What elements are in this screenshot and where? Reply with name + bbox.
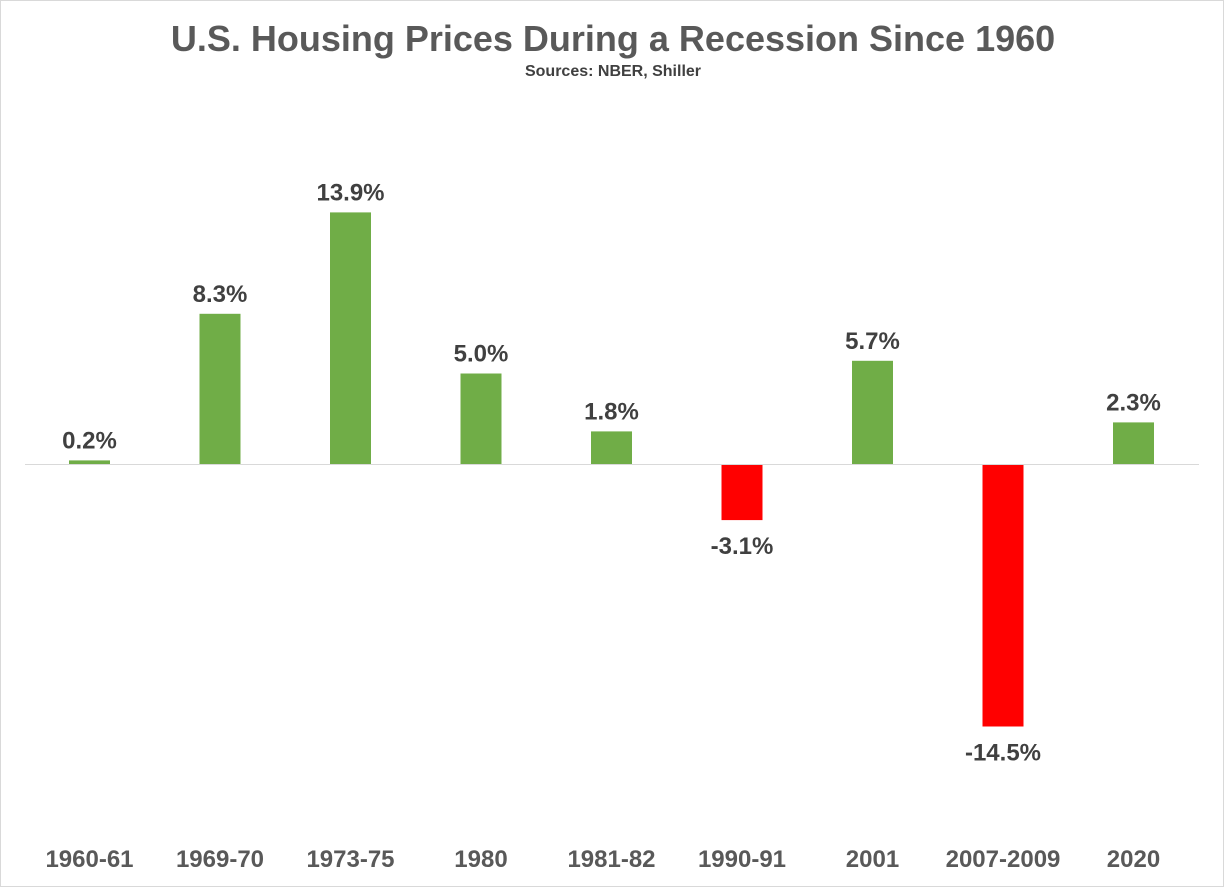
- category-label-1981-82: 1981-82: [567, 846, 655, 873]
- value-labels-layer: 0.2% 8.3% 13.9% 5.0% 1.8% -3.1% 5.7% -14.5% 2.3%: [62, 179, 1161, 766]
- bar-1973-75: [330, 212, 371, 464]
- bar-1980: [460, 373, 502, 464]
- category-label-2001: 2001: [846, 846, 899, 873]
- category-labels-layer: 1960-61 1969-70 1973-75 1980 1981-82 1990-91 2…: [45, 846, 1160, 873]
- data-label-2007-2009: -14.5%: [965, 740, 1041, 767]
- category-label-1969-70: 1969-70: [176, 846, 264, 873]
- data-label-2001: 5.7%: [845, 328, 900, 355]
- chart-title: U.S. Housing Prices During a Recession S…: [171, 18, 1055, 59]
- category-label-1980: 1980: [454, 846, 507, 873]
- category-label-1960-61: 1960-61: [45, 846, 133, 873]
- category-label-2007-2009: 2007-2009: [946, 846, 1061, 873]
- chart-subtitle: Sources: NBER, Shiller: [525, 63, 701, 80]
- category-label-1990-91: 1990-91: [698, 846, 786, 873]
- bar-2007-2009: [982, 464, 1024, 727]
- bar-2001: [852, 360, 893, 464]
- data-label-1981-82: 1.8%: [584, 398, 639, 425]
- category-label-1973-75: 1973-75: [306, 846, 394, 873]
- data-label-1973-75: 13.9%: [316, 179, 384, 206]
- data-label-1969-70: 8.3%: [193, 281, 248, 308]
- data-label-1980: 5.0%: [454, 341, 509, 368]
- bar-1981-82: [591, 431, 632, 464]
- bars-layer: [69, 212, 1154, 727]
- bar-1990-91: [721, 464, 763, 521]
- category-label-2020: 2020: [1107, 846, 1160, 873]
- data-label-1990-91: -3.1%: [711, 533, 774, 560]
- bar-1969-70: [199, 313, 241, 464]
- data-label-1960-61: 0.2%: [62, 427, 117, 454]
- bar-2020: [1113, 422, 1154, 464]
- bar-1960-61: [69, 460, 110, 464]
- data-label-2020: 2.3%: [1106, 389, 1161, 416]
